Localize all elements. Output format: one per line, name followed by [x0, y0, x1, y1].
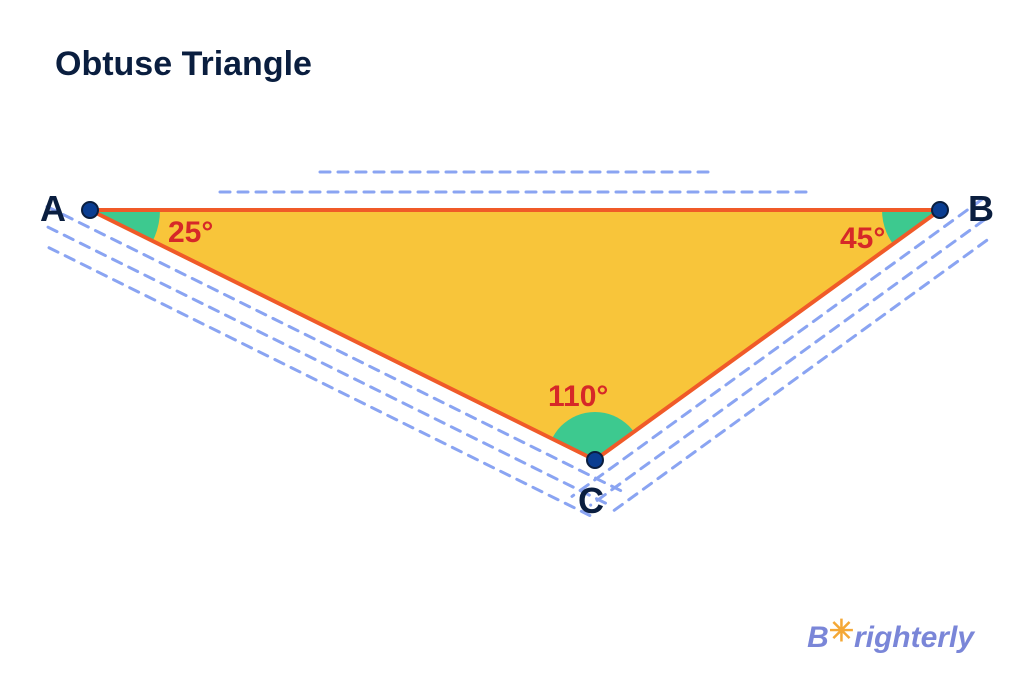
vertex-dot-b: [932, 202, 948, 218]
angle-label-a: 25°: [168, 216, 213, 250]
vertex-dot-c: [587, 452, 603, 468]
angle-label-b: 45°: [840, 222, 885, 256]
vertex-label-c: C: [578, 480, 604, 522]
sun-icon: ✳: [829, 614, 854, 649]
angle-label-c: 110°: [548, 380, 608, 414]
vertex-label-a: A: [40, 188, 66, 230]
vertex-dot-a: [82, 202, 98, 218]
brand-logo: B✳righterly: [807, 620, 974, 655]
logo-text-before: B: [807, 621, 829, 654]
logo-text-after: righterly: [854, 621, 974, 654]
vertex-label-b: B: [968, 188, 994, 230]
triangle-diagram: [0, 0, 1024, 683]
